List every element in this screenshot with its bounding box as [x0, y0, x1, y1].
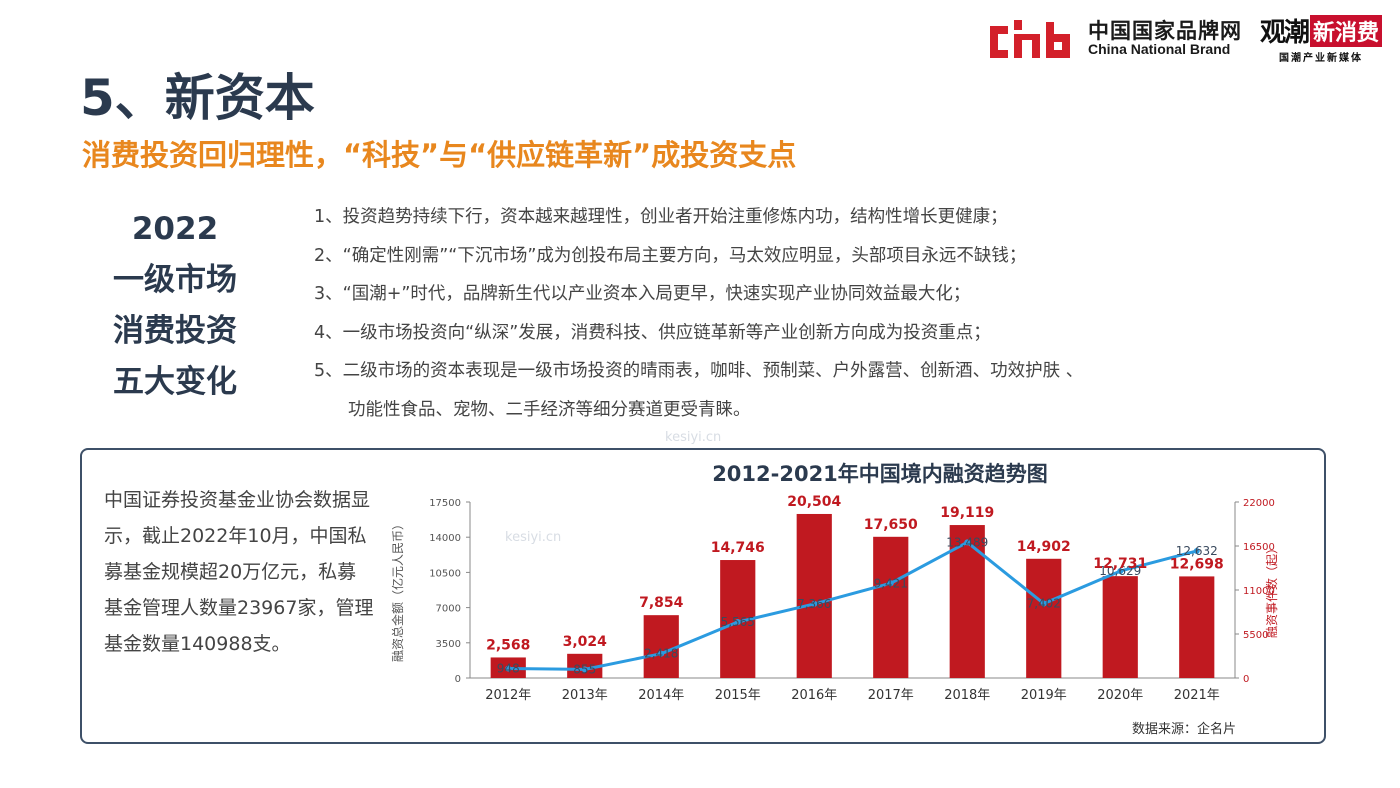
x-tick-label: 2017年 — [868, 688, 914, 703]
x-tick-label: 2014年 — [638, 688, 684, 703]
y-tick-label-right: 11000 — [1243, 586, 1275, 597]
key-point-continued: 功能性食品、宠物、二手经济等细分赛道更受青睐。 — [348, 399, 751, 420]
bar-data-label: 14,902 — [1017, 539, 1071, 555]
line-data-label: 9,421 — [874, 576, 908, 590]
line-point — [658, 650, 665, 657]
bar-data-label: 12,698 — [1170, 556, 1224, 572]
line-data-label: 948 — [497, 661, 520, 675]
y-tick-label-left: 14000 — [429, 533, 461, 544]
bar — [1026, 558, 1062, 678]
cnb-logo-icon — [989, 20, 1070, 58]
key-point: 2、“确定性刚需”“下沉市场”成为创投布局主要方向，马太效应明显，头部项目永远不… — [314, 245, 1027, 266]
line-point — [964, 539, 971, 546]
key-point: 3、“国潮+”时代，品牌新生代以产业资本入局更早，快速实现产业协同效益最大化； — [314, 284, 971, 304]
bar — [873, 536, 909, 678]
line-point — [1117, 568, 1124, 575]
bar-data-label: 12,731 — [1093, 556, 1147, 572]
y-tick-label-left: 7000 — [436, 604, 461, 615]
line-data-label: 2,418 — [644, 647, 678, 661]
y-axis-title-right: 融资事件数（起） — [1264, 542, 1279, 638]
x-tick-label: 2019年 — [1021, 688, 1067, 703]
bar — [1179, 576, 1215, 678]
cnb-brand-text: 中国国家品牌网 China National Brand — [1088, 20, 1242, 57]
x-tick-label: 2021年 — [1174, 688, 1220, 703]
line-data-label: 5,565 — [721, 615, 755, 629]
line-point — [887, 580, 894, 587]
guanchao-logo-badge: 新消费 — [1309, 14, 1382, 47]
line-point — [505, 665, 512, 672]
line-point — [734, 619, 741, 626]
header-logos: 中国国家品牌网 China National Brand 观潮 新消费 国潮产业… — [986, 12, 1382, 64]
bar-data-label: 14,746 — [711, 540, 765, 556]
bar — [796, 513, 832, 678]
bar — [1102, 576, 1138, 678]
line-data-label: 13,489 — [946, 535, 988, 549]
chart-title: 2012-2021年中国境内融资趋势图 — [712, 462, 1048, 486]
bar-data-label: 2,568 — [486, 637, 530, 653]
line-data-label: 855 — [573, 662, 596, 676]
bar — [643, 615, 679, 678]
side-title: 2022 一级市场 消费投资 五大变化 — [100, 204, 250, 408]
bar-data-label: 7,854 — [639, 595, 684, 611]
side-title-line: 五大变化 — [113, 364, 237, 400]
line-point — [1193, 547, 1200, 554]
side-title-line: 消费投资 — [113, 313, 237, 349]
fund-note: 中国证券投资基金业协会数据显示，截止2022年10月，中国私募基金规模超20万亿… — [104, 489, 374, 655]
watermark: kesiyi.cn — [505, 530, 562, 545]
y-tick-label-right: 5500 — [1243, 630, 1268, 641]
y-tick-label-left: 17500 — [429, 498, 461, 509]
cnb-brand-en: China National Brand — [1087, 40, 1231, 57]
bar-data-label: 19,119 — [940, 505, 994, 521]
x-tick-label: 2016年 — [791, 688, 837, 703]
guanchao-logo-word: 观潮 — [1259, 18, 1310, 48]
line-data-label: 7,366 — [797, 597, 831, 611]
watermark: kesiyi.cn — [665, 430, 722, 445]
side-title-line: 2022 — [131, 211, 219, 247]
financing-trend-chart: 0 3500 7000 10500 14000 17500 0 5500 11000 16500 2… — [390, 494, 1279, 703]
line-point — [1040, 600, 1047, 607]
cnb-brand-cn: 中国国家品牌网 — [1087, 18, 1242, 43]
guanchao-logo-tagline: 国潮产业新媒体 — [1278, 53, 1363, 64]
page-subtitle: 消费投资回归理性，“科技”与“供应链革新”成投资支点 — [82, 138, 797, 172]
line-data-label: 12,632 — [1176, 544, 1218, 558]
y-tick-label-right: 0 — [1243, 674, 1249, 685]
line-data-label: 10,629 — [1099, 564, 1141, 578]
bar-data-label: 3,024 — [563, 634, 608, 650]
line-point — [581, 666, 588, 673]
x-tick-label: 2013年 — [562, 688, 608, 703]
x-tick-label: 2012年 — [485, 688, 531, 703]
line-series — [508, 540, 1198, 671]
y-tick-label-right: 22000 — [1243, 498, 1275, 509]
x-tick-label: 2015年 — [715, 688, 761, 703]
line-data-label: 7,402 — [1027, 597, 1061, 611]
key-point: 5、二级市场的资本表现是一级市场投资的晴雨表，咖啡、预制菜、户外露营、创新酒、功… — [314, 361, 1084, 381]
page-title: 5、新资本 — [80, 69, 315, 127]
y-tick-label-right: 16500 — [1243, 542, 1275, 553]
y-tick-label-left: 0 — [455, 674, 461, 685]
x-tick-label: 2020年 — [1097, 688, 1143, 703]
chart-panel — [80, 448, 1326, 744]
line-point — [811, 600, 818, 607]
y-tick-label-left: 3500 — [436, 639, 461, 650]
key-point: 1、投资趋势持续下行，资本越来越理性，创业者开始注重修炼内功，结构性增长更健康； — [314, 207, 1008, 227]
bar-data-label: 20,504 — [787, 494, 841, 510]
key-point: 4、一级市场投资向“纵深”发展，消费科技、供应链革新等产业创新方向成为投资重点； — [314, 322, 991, 343]
x-tick-label: 2018年 — [944, 688, 990, 703]
guanchao-logo: 观潮 新消费 国潮产业新媒体 — [1260, 12, 1382, 64]
key-points-list: 1、投资趋势持续下行，资本越来越理性，创业者开始注重修炼内功，结构性增长更健康；… — [314, 198, 1374, 429]
y-tick-label-left: 10500 — [429, 568, 461, 579]
side-title-line: 一级市场 — [113, 262, 237, 298]
bar-data-label: 17,650 — [864, 517, 918, 533]
y-axis-title-left: 融资总金额（亿元人民币） — [390, 518, 405, 662]
data-source: 数据来源：企名片 — [1131, 722, 1236, 737]
